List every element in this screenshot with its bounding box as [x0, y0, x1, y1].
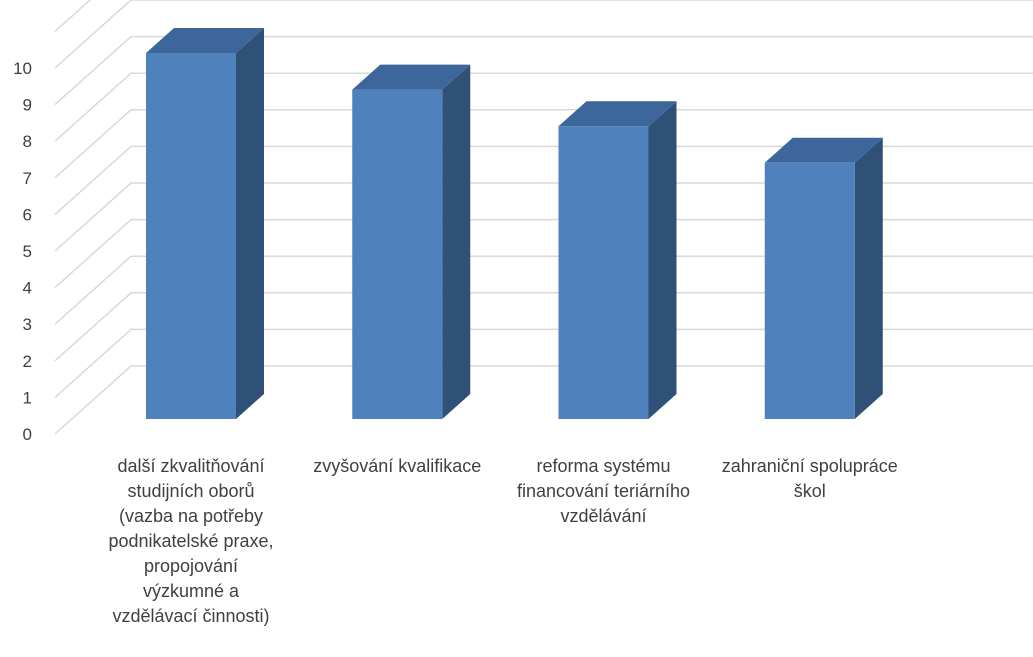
y-tick-label: 10	[13, 59, 32, 78]
x-category-label-line: zahraniční spolupráce	[721, 456, 898, 476]
gridline	[54, 109, 1033, 179]
x-category-label: zvyšování kvalifikace	[287, 454, 507, 479]
y-tick-label: 2	[23, 352, 32, 371]
y-tick-label: 7	[23, 169, 32, 188]
bar-side-face	[236, 28, 264, 419]
y-axis-tick-labels: 0 1 2 3 4 5 6 7 8 9 10	[13, 59, 32, 444]
x-category-label-line: podnikatelské praxe,	[108, 531, 274, 551]
bar-front-face	[352, 89, 443, 419]
gridline	[54, 292, 1033, 362]
x-category-label-line: vzdělávací činnosti)	[112, 606, 270, 626]
gridline	[54, 182, 1033, 252]
x-category-label: reforma systému financování teriárního vzd…	[494, 454, 714, 529]
y-tick-label: 3	[23, 315, 32, 334]
gridline	[54, 255, 1033, 325]
y-tick-label: 9	[23, 96, 32, 115]
gridlines	[54, 0, 1033, 435]
gridline	[54, 218, 1033, 289]
y-tick-label: 8	[23, 132, 32, 151]
x-category-label-line: škol	[793, 481, 826, 501]
bar-top-face	[352, 64, 471, 90]
y-tick-label: 1	[23, 388, 32, 407]
bar-side-face	[854, 137, 883, 420]
bar-top-face	[146, 28, 264, 53]
x-category-label: zahraniční spolupráce škol	[700, 454, 920, 504]
gridline	[54, 328, 1033, 398]
bar	[146, 28, 264, 419]
bar-side-face	[648, 101, 677, 419]
gridline	[54, 72, 1033, 142]
bar-front-face	[146, 53, 236, 419]
x-category-label-line: propojování	[143, 556, 239, 576]
bar-top-face	[764, 137, 883, 163]
y-tick-label: 0	[23, 425, 32, 444]
gridline	[54, 145, 1033, 215]
gridline	[54, 0, 92, 32]
gridline	[54, 0, 1033, 69]
gridline	[54, 365, 1033, 435]
bar-top-face	[558, 101, 677, 127]
y-tick-label: 4	[23, 279, 32, 298]
x-category-label-line: zvyšování kvalifikace	[313, 456, 482, 476]
x-category-label-line: (vazba na potřeby	[118, 506, 264, 526]
x-category-label-line: výzkumné a	[142, 581, 240, 601]
y-tick-label: 6	[23, 205, 32, 224]
x-category-label-line: vzdělávání	[560, 506, 647, 526]
bar	[352, 64, 471, 419]
gridline	[54, 35, 1033, 106]
x-category-label-line: reforma systému	[536, 456, 671, 476]
bar-side-face	[442, 64, 471, 419]
y-tick-label: 5	[23, 242, 32, 261]
x-category-label-line: financování teriárního	[516, 481, 691, 501]
x-category-label: další zkvalitňování studijních oborů (vazb…	[81, 454, 301, 629]
bar-front-face	[558, 126, 649, 419]
x-category-label-line: studijních oborů	[127, 481, 255, 501]
bar	[764, 137, 883, 420]
x-category-label-line: další zkvalitňování	[117, 456, 265, 476]
bar	[558, 101, 677, 419]
bar-front-face	[764, 162, 855, 420]
bars	[146, 28, 883, 420]
